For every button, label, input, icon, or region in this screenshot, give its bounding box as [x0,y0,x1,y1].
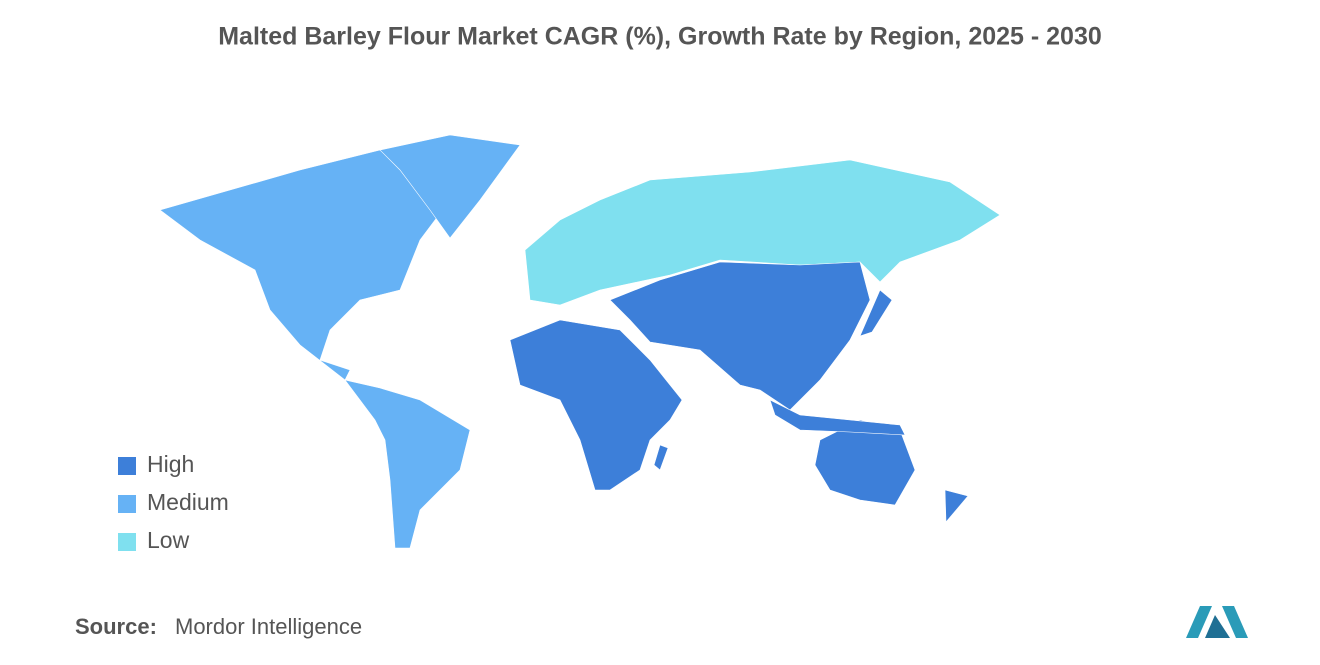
south-america [344,379,471,549]
africa [509,319,683,491]
logo [1186,606,1248,638]
legend-swatch [118,495,136,513]
legend-label: Medium [147,489,229,515]
source-label: Source: [75,614,157,639]
world-map [159,134,1001,549]
title: Malted Barley Flour Market CAGR (%), Gro… [218,23,1102,51]
north-america [159,149,451,381]
legend-swatch [118,533,136,551]
legend: High Medium Low [118,451,229,553]
japan [859,289,893,337]
europe-russia [524,159,1001,306]
new-zealand [944,489,969,523]
source-text: Mordor Intelligence [175,614,362,639]
asia [609,261,871,411]
madagascar [653,444,669,471]
legend-label: Low [147,527,190,553]
indonesia [769,399,906,436]
legend-swatch [118,457,136,475]
greenland [379,134,521,239]
legend-label: High [147,451,194,477]
